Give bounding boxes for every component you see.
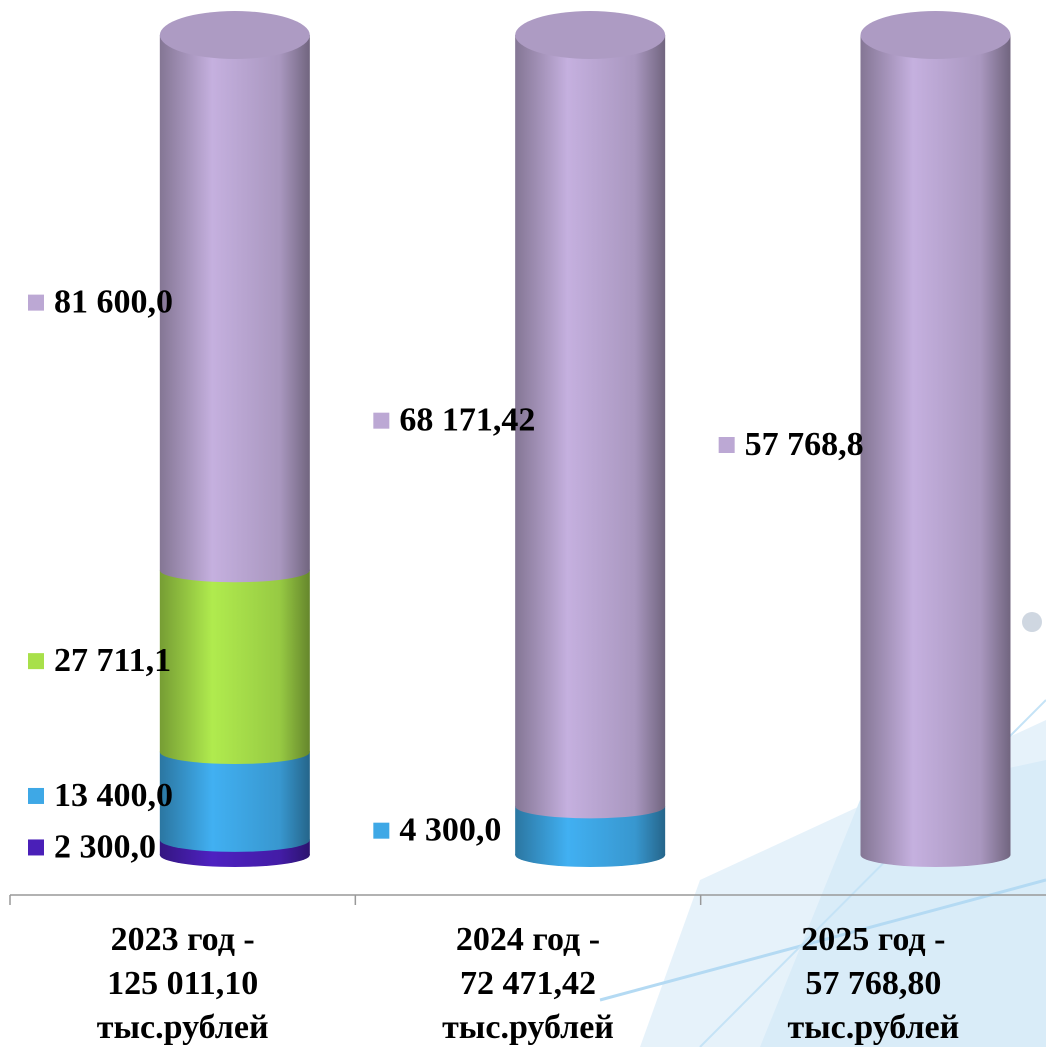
legend-marker	[373, 822, 390, 839]
cylinder-top	[159, 11, 310, 59]
bar	[860, 35, 1011, 855]
value-label: 2 300,0	[54, 828, 156, 865]
x-tick-label: 57 768,80	[805, 965, 941, 1002]
x-tick-label: 72 471,42	[460, 965, 596, 1002]
x-tick-label: 2025 год -	[801, 921, 945, 958]
legend-marker	[718, 437, 735, 453]
x-tick-label: 125 011,10	[107, 965, 258, 1002]
value-label: 68 171,42	[399, 401, 535, 438]
bar	[159, 570, 310, 753]
bar	[159, 35, 310, 571]
legend-marker	[373, 412, 390, 429]
x-tick-label: тыс.рублей	[442, 1009, 614, 1046]
value-label: 81 600,0	[54, 283, 173, 320]
x-tick-label: тыс.рублей	[97, 1009, 269, 1046]
cylinder-top	[860, 11, 1011, 59]
x-tick-label: 2023 год -	[111, 921, 255, 958]
legend-marker	[28, 294, 44, 311]
x-tick-label: 2024 год -	[456, 921, 600, 958]
value-label: 57 768,8	[745, 426, 864, 463]
value-label: 27 711,1	[54, 642, 171, 679]
value-label: 4 300,0	[399, 811, 501, 848]
bar	[515, 35, 666, 807]
cylinder-top	[515, 11, 666, 59]
x-tick-label: тыс.рублей	[787, 1009, 959, 1046]
legend-marker	[28, 787, 44, 804]
value-label: 13 400,0	[54, 777, 173, 814]
legend-marker	[28, 839, 44, 856]
legend-marker	[28, 653, 44, 670]
bar	[159, 752, 310, 840]
